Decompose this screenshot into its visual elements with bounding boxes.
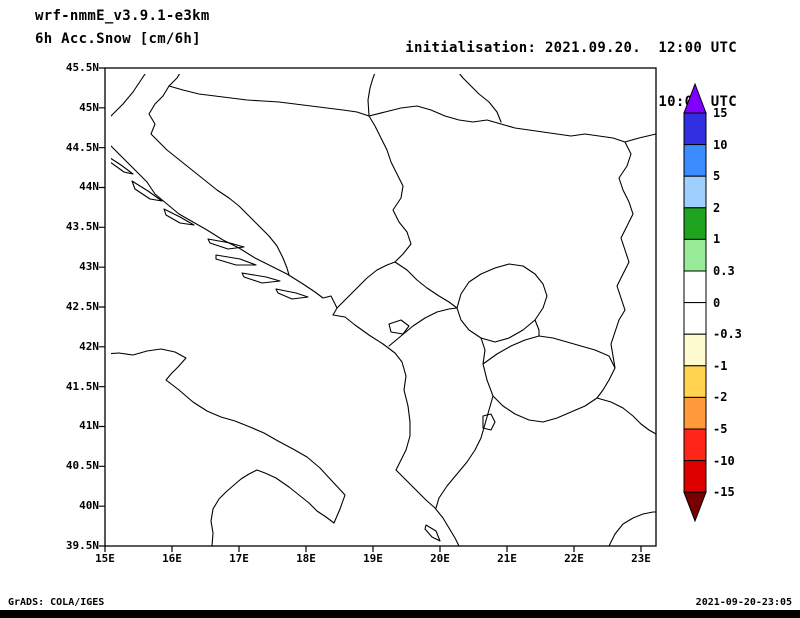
colorbar-level-label: 0.3: [713, 264, 735, 278]
lon-label: 15E: [95, 552, 115, 565]
border-albania-greece: [435, 395, 494, 509]
lat-label: 40.5N: [65, 459, 99, 472]
colorbar-arrow-top: [683, 82, 707, 114]
colorbar-segment: [683, 238, 707, 272]
colorbar-segment: [683, 396, 707, 430]
map-geography: [111, 74, 657, 547]
grads-credit-label: GrADS: COLA/IGES: [8, 597, 105, 608]
colorbar-segment: [683, 460, 707, 493]
colorbar-level-label: 0: [713, 296, 720, 310]
colorbar-segment: [683, 365, 707, 398]
colorbar-segment: [683, 144, 707, 177]
border-sava-danube: [168, 85, 657, 143]
lat-label: 43N: [79, 260, 99, 273]
colorbar: 15 10 5 2 1 0.3 0 -0.3 -1 -2 -5 -10 -15: [683, 82, 742, 523]
lon-label: 21E: [497, 552, 517, 565]
coastline-dalmatia-albania: [111, 145, 460, 547]
lake-ohrid: [482, 413, 496, 431]
colorbar-arrow-bottom: [683, 491, 707, 523]
lon-label: 18E: [296, 552, 316, 565]
lat-label: 42.5N: [65, 300, 99, 313]
colorbar-segment: [683, 428, 707, 462]
colorbar-level-label: -0.3: [713, 327, 742, 341]
lat-label: 42N: [79, 340, 99, 353]
lon-label: 19E: [363, 552, 383, 565]
island: [241, 272, 281, 284]
coastline-italy: [111, 348, 346, 547]
border-serbia-bulgaria: [610, 141, 634, 369]
lon-label: 16E: [162, 552, 182, 565]
lat-label: 44.5N: [65, 141, 99, 154]
border-serbia-romania: [459, 74, 502, 123]
creation-timestamp: 2021-09-20-23:05: [695, 597, 792, 608]
coastline-thermaic-gulf: [608, 511, 657, 547]
border-slovenia-croatia: [111, 74, 146, 117]
colorbar-level-label: 10: [713, 138, 727, 152]
island: [215, 254, 257, 266]
lon-tick-marks: [104, 546, 642, 552]
colorbar-level-label: 2: [713, 201, 720, 215]
lat-label: 43.5N: [65, 220, 99, 233]
border-montenegro-serbia: [394, 261, 458, 309]
island: [111, 157, 134, 175]
border-bosnia-montenegro: [336, 261, 396, 309]
map-plot: [99, 67, 657, 552]
lon-label: 22E: [564, 552, 584, 565]
model-version-title: wrf-nmmE_v3.9.1-e3km: [35, 8, 210, 24]
lat-label: 41N: [79, 419, 99, 432]
lat-label: 41.5N: [65, 380, 99, 393]
colorbar-segment: [683, 112, 707, 146]
lat-label: 40N: [79, 499, 99, 512]
colorbar-level-label: -10: [713, 454, 735, 468]
lon-label: 17E: [229, 552, 249, 565]
lon-label: 20E: [430, 552, 450, 565]
colorbar-segment: [683, 333, 707, 367]
colorbar-segment: [683, 302, 707, 335]
island-corfu: [424, 524, 441, 542]
border-montenegro-albania: [388, 307, 458, 347]
island: [163, 208, 195, 226]
initialisation-label: initialisation: 2021.09.20. 12:00 UTC: [405, 40, 737, 56]
border-bosnia-serbia-drina: [368, 115, 412, 263]
lat-label: 45.5N: [65, 61, 99, 74]
adriatic-islands: [111, 157, 441, 542]
colorbar-level-label: -1: [713, 359, 727, 373]
plot-frame: [104, 67, 657, 547]
colorbar-level-label: 5: [713, 169, 720, 183]
island: [275, 288, 309, 300]
colorbar-level-label: -15: [713, 485, 735, 499]
border-croatia-bosnia: [148, 74, 290, 276]
island: [207, 238, 245, 250]
border-greece-bulgaria: [596, 397, 657, 435]
lat-label: 45N: [79, 101, 99, 114]
lake-shkodra: [388, 319, 410, 335]
colorbar-level-label: 15: [713, 106, 727, 120]
colorbar-level-label: -2: [713, 390, 727, 404]
colorbar-segment: [683, 270, 707, 304]
lat-label: 39.5N: [65, 539, 99, 552]
colorbar-segment: [683, 207, 707, 240]
field-label-title: 6h Acc.Snow [cm/6h]: [35, 31, 201, 47]
colorbar-segment: [683, 175, 707, 209]
lat-label: 44N: [79, 180, 99, 193]
border-north-macedonia: [482, 335, 616, 423]
lon-label: 23E: [631, 552, 651, 565]
border-kosovo-macedonia-connector: [480, 319, 540, 365]
colorbar-level-label: -5: [713, 422, 727, 436]
island: [131, 180, 163, 202]
bottom-black-bar: [0, 610, 800, 618]
border-croatia-serbia: [367, 74, 376, 117]
colorbar-level-label: 1: [713, 232, 720, 246]
lat-tick-marks: [99, 67, 105, 547]
